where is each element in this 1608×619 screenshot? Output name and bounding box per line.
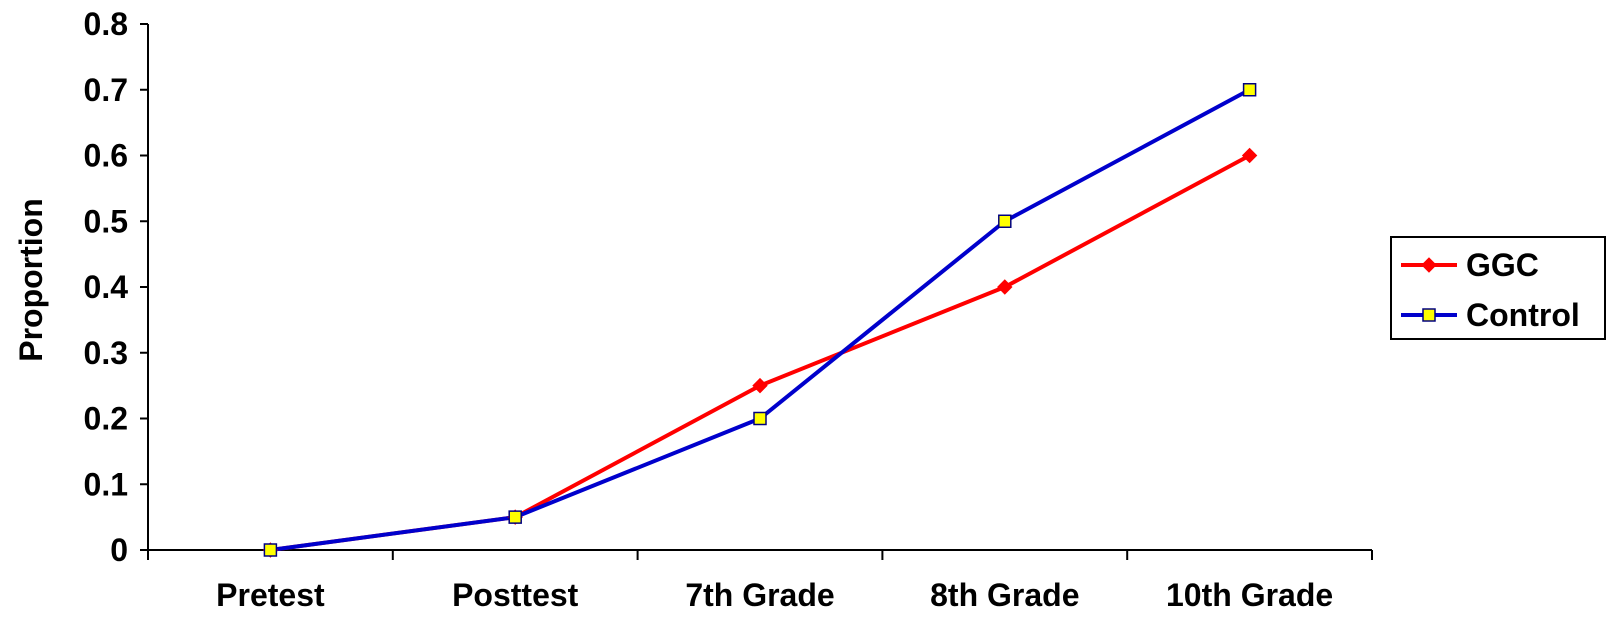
data-point-control <box>753 411 767 426</box>
y-tick-label: 0.8 <box>84 6 128 42</box>
data-point-control <box>1242 83 1257 97</box>
series-markers-control <box>263 83 1257 557</box>
legend-item-ggc: GGC <box>1401 247 1539 283</box>
y-axis-title: Proportion <box>13 198 49 362</box>
y-tick-label: 0.3 <box>84 335 128 371</box>
y-tick-label: 0.2 <box>84 401 128 437</box>
data-point-ggc <box>1241 147 1258 164</box>
x-tick-label: 8th Grade <box>930 577 1079 613</box>
data-point-control <box>263 543 278 557</box>
legend-frame <box>1390 236 1606 340</box>
y-tick-label: 0.4 <box>84 269 129 305</box>
data-point-ggc <box>997 279 1013 295</box>
y-tick-label: 0.5 <box>84 203 128 239</box>
x-axis: Pretest Posttest 7th Grade 8th Grade 10th Gr… <box>147 549 1373 613</box>
legend: GGC Control <box>1390 236 1606 340</box>
data-point-control <box>998 214 1012 228</box>
data-point-control <box>508 510 522 524</box>
y-tick-label: 0.1 <box>84 466 128 502</box>
legend-item-control: Control <box>1401 297 1580 333</box>
x-tick-label: Pretest <box>216 577 325 613</box>
series-markers <box>262 83 1258 558</box>
x-tick-label: 10th Grade <box>1166 577 1333 613</box>
data-point-ggc <box>752 377 768 394</box>
legend-label: Control <box>1466 297 1580 333</box>
series-line-control <box>270 87 1251 552</box>
y-tick-label: 0.7 <box>84 72 128 108</box>
y-axis: 0 0.1 0.2 0.3 0.4 0.5 0.6 0.7 0.8 <box>84 6 149 568</box>
x-tick-label: Posttest <box>452 577 579 613</box>
series-lines <box>270 87 1251 552</box>
x-tick-label: 7th Grade <box>685 577 834 613</box>
legend-marker-control <box>1422 308 1436 322</box>
y-tick-label: 0 <box>110 532 128 568</box>
legend-marker-ggc <box>1421 257 1437 273</box>
series-line-ggc <box>270 153 1251 552</box>
y-tick-label: 0.6 <box>84 138 128 174</box>
legend-label: GGC <box>1466 247 1539 283</box>
series-markers-ggc <box>262 147 1258 558</box>
